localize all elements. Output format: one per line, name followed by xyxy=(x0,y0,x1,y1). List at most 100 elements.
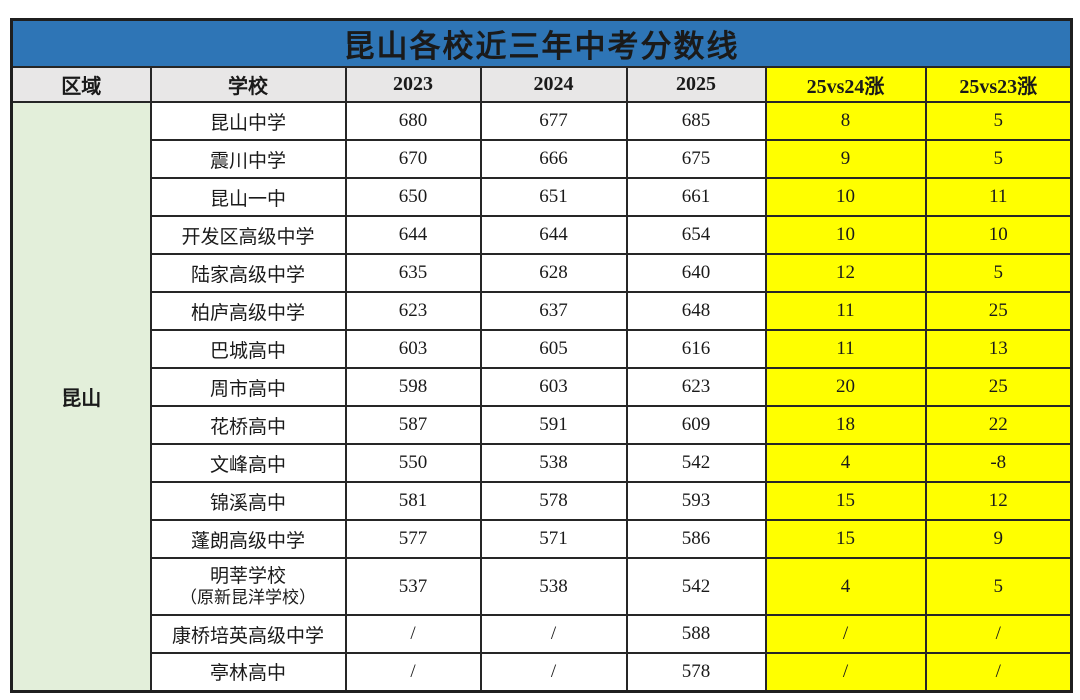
region-cell: 昆山 xyxy=(10,101,152,692)
diff-25vs24: 20 xyxy=(764,367,927,407)
school-name: 昆山一中 xyxy=(149,177,347,217)
diff-25vs23: 25 xyxy=(924,291,1073,331)
table-row: 陆家高级中学 635 628 640 12 5 xyxy=(12,253,1073,293)
score-2023: 587 xyxy=(344,405,482,445)
table-row: 柏庐高级中学 623 637 648 11 25 xyxy=(12,291,1073,331)
diff-25vs23: 22 xyxy=(924,405,1073,445)
school-name: 亭林高中 xyxy=(149,652,347,692)
score-2024: 571 xyxy=(479,519,628,559)
table-row: 亭林高中 / / 578 / / xyxy=(12,652,1073,692)
diff-25vs23: 5 xyxy=(924,557,1073,616)
table-row: 开发区高级中学 644 644 654 10 10 xyxy=(12,215,1073,255)
diff-25vs23: 5 xyxy=(924,139,1073,179)
score-2024: 605 xyxy=(479,329,628,369)
score-2024: 637 xyxy=(479,291,628,331)
score-2023: 670 xyxy=(344,139,482,179)
column-header-region: 区域 xyxy=(10,66,152,103)
diff-25vs24: 12 xyxy=(764,253,927,293)
table-row: 康桥培英高级中学 / / 588 / / xyxy=(12,614,1073,654)
column-header-25vs24: 25vs24涨 xyxy=(764,66,927,103)
table-row: 周市高中 598 603 623 20 25 xyxy=(12,367,1073,407)
table-row: 锦溪高中 581 578 593 15 12 xyxy=(12,481,1073,521)
diff-25vs23: 25 xyxy=(924,367,1073,407)
score-2025: 542 xyxy=(625,557,767,616)
diff-25vs23: 9 xyxy=(924,519,1073,559)
table-row: 花桥高中 587 591 609 18 22 xyxy=(12,405,1073,445)
score-2024: 651 xyxy=(479,177,628,217)
diff-25vs24: 4 xyxy=(764,557,927,616)
score-2024: 591 xyxy=(479,405,628,445)
score-2023: 577 xyxy=(344,519,482,559)
score-2025: 654 xyxy=(625,215,767,255)
score-2023: / xyxy=(344,652,482,692)
table-row: 昆山 昆山中学 680 677 685 8 5 xyxy=(10,101,1073,692)
diff-25vs24: 9 xyxy=(764,139,927,179)
school-name: 锦溪高中 xyxy=(149,481,347,521)
school-name: 文峰高中 xyxy=(149,443,347,483)
score-2023: 623 xyxy=(344,291,482,331)
school-name: 柏庐高级中学 xyxy=(149,291,347,331)
table-row: 昆山一中 650 651 661 10 11 xyxy=(12,177,1073,217)
score-2024: 644 xyxy=(479,215,628,255)
score-2024: / xyxy=(479,614,628,654)
score-2023: 581 xyxy=(344,481,482,521)
score-2025: 640 xyxy=(625,253,767,293)
school-name: 开发区高级中学 xyxy=(149,215,347,255)
score-2024: / xyxy=(479,652,628,692)
score-2024: 628 xyxy=(479,253,628,293)
school-name: 巴城高中 xyxy=(149,329,347,369)
column-header-2025: 2025 xyxy=(625,66,767,103)
score-2024: 666 xyxy=(479,139,628,179)
score-2023: 635 xyxy=(344,253,482,293)
diff-25vs24: 11 xyxy=(764,291,927,331)
table-row: 明莘学校 （原新昆洋学校） 537 538 542 4 5 xyxy=(12,557,1073,616)
table-row: 震川中学 670 666 675 9 5 xyxy=(12,139,1073,179)
diff-25vs23: 11 xyxy=(924,177,1073,217)
diff-25vs24: 4 xyxy=(764,443,927,483)
score-2025: 616 xyxy=(625,329,767,369)
diff-25vs24: 15 xyxy=(764,481,927,521)
score-2025: 578 xyxy=(625,652,767,692)
score-2024: 677 xyxy=(479,101,628,141)
school-name-former: （原新昆洋学校） xyxy=(180,587,316,607)
table-row: 文峰高中 550 538 542 4 -8 xyxy=(12,443,1073,483)
school-name: 康桥培英高级中学 xyxy=(149,614,347,654)
diff-25vs24: 18 xyxy=(764,405,927,445)
score-2023: 598 xyxy=(344,367,482,407)
school-name-main: 明莘学校 xyxy=(209,565,286,587)
diff-25vs24: 8 xyxy=(764,101,927,141)
school-name: 花桥高中 xyxy=(149,405,347,445)
score-2025: 593 xyxy=(625,481,767,521)
score-2025: 542 xyxy=(625,443,767,483)
diff-25vs23: / xyxy=(924,614,1073,654)
score-2024: 538 xyxy=(479,443,628,483)
score-table: 昆山各校近三年中考分数线 区域 学校 2023 2024 2025 25vs24… xyxy=(10,18,1074,693)
school-name: 昆山中学 xyxy=(149,101,347,141)
diff-25vs23: 10 xyxy=(924,215,1073,255)
diff-25vs23: -8 xyxy=(924,443,1073,483)
score-2024: 578 xyxy=(479,481,628,521)
column-header-2023: 2023 xyxy=(344,66,482,103)
table-row: 蓬朗高级中学 577 571 586 15 9 xyxy=(12,519,1073,559)
diff-25vs24: 10 xyxy=(764,215,927,255)
score-2025: 588 xyxy=(625,614,767,654)
score-2024: 603 xyxy=(479,367,628,407)
school-name: 陆家高级中学 xyxy=(149,253,347,293)
score-2023: 650 xyxy=(344,177,482,217)
score-2025: 623 xyxy=(625,367,767,407)
score-2023: 603 xyxy=(344,329,482,369)
score-2023: 550 xyxy=(344,443,482,483)
diff-25vs24: 15 xyxy=(764,519,927,559)
diff-25vs24: / xyxy=(764,614,927,654)
score-2025: 675 xyxy=(625,139,767,179)
diff-25vs24: / xyxy=(764,652,927,692)
diff-25vs23: 5 xyxy=(924,101,1073,141)
score-2023: 537 xyxy=(344,557,482,616)
table-row: 巴城高中 603 605 616 11 13 xyxy=(12,329,1073,369)
score-2025: 609 xyxy=(625,405,767,445)
diff-25vs23: 5 xyxy=(924,253,1073,293)
school-name: 震川中学 xyxy=(149,139,347,179)
score-2023: / xyxy=(344,614,482,654)
school-name: 明莘学校 （原新昆洋学校） xyxy=(149,557,347,616)
